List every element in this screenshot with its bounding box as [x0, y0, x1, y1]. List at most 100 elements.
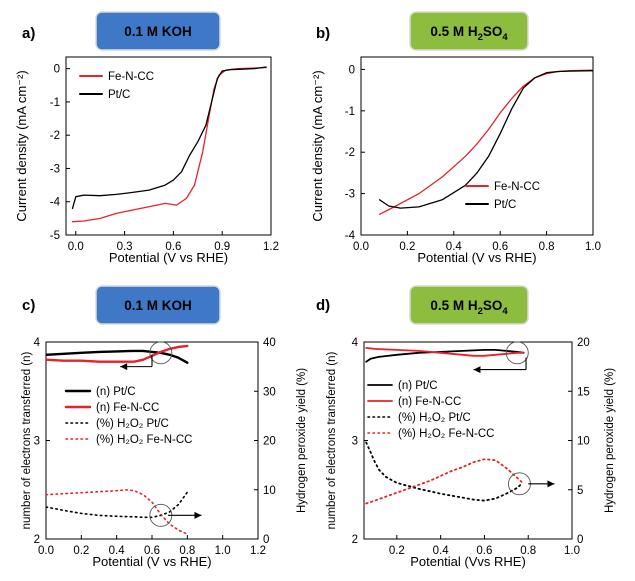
series-group	[378, 69, 593, 215]
badge-text-part: 0.5 M H	[430, 24, 477, 39]
y-tick-label-right: 10	[577, 436, 590, 448]
y-tick-label-right: 20	[577, 337, 590, 349]
legend-label: Pt/C	[108, 89, 130, 101]
condition-badge-label: 0.5 M H2SO4	[430, 298, 508, 317]
x-axis-title: Potential (V vs RHE)	[109, 250, 228, 265]
y-tick-label: 0	[349, 64, 355, 76]
x-tick-label: 0.4	[109, 545, 126, 557]
badge-text-part: 0.1 M KOH	[124, 298, 192, 313]
series-h-o-fe-n-cc	[365, 458, 523, 505]
x-tick-label: 0.2	[389, 545, 405, 557]
y-tick-label: 0	[54, 64, 60, 76]
x-tick-label: 0.9	[214, 241, 230, 253]
y-tick-label-right: 15	[577, 386, 590, 398]
annotation-circle	[505, 341, 529, 365]
x-tick-label: 1.0	[215, 545, 231, 557]
badge-text-part: SO	[483, 298, 503, 313]
panel-letter: c)	[22, 297, 35, 314]
y-tick-label: 3	[352, 436, 358, 448]
x-axis-title: Potential (Vvs RHE)	[410, 554, 526, 569]
x-tick-label: 0.8	[520, 545, 536, 557]
badge-text-part: 0.1 M KOH	[124, 24, 192, 39]
x-tick-label: 1.2	[263, 241, 279, 253]
y-tick-label: -3	[50, 163, 60, 175]
series-group	[71, 66, 267, 223]
badge-subscript: 2	[478, 306, 483, 317]
legend-label: (n) Pt/C	[96, 386, 136, 398]
x-tick-label: 1.2	[250, 545, 266, 557]
y-tick-label: 2	[352, 534, 358, 546]
x-tick-label: 0.6	[144, 545, 160, 557]
annotation-circle	[508, 472, 531, 496]
y-axis-title: number of electrons transferred (n)	[326, 351, 338, 529]
plot-frame	[360, 56, 594, 236]
annotation-arrowhead	[547, 480, 555, 488]
x-tick-label: 1.0	[585, 241, 601, 253]
x-tick-label: 1.0	[564, 545, 580, 557]
y-tick-label: -2	[50, 130, 60, 142]
x-tick-label: 0.6	[476, 545, 492, 557]
x-tick-label: 0.0	[353, 241, 369, 253]
legend-label: (%) H₂O₂ Pt/C	[398, 412, 471, 424]
legend-label: (%) H₂O₂ Fe-N-CC	[96, 434, 192, 446]
y-axis-title: Current density (mA cm⁻²)	[310, 70, 325, 221]
legend-label: Fe-N-CC	[108, 71, 154, 83]
condition-badge	[95, 285, 221, 325]
legend-label: (%) H₂O₂ Pt/C	[96, 418, 169, 430]
series-n-pt-c	[365, 348, 525, 363]
series-n-fe-n-cc	[365, 346, 525, 357]
y-tick-label: -2	[345, 147, 355, 159]
x-tick-label: 0.3	[117, 241, 133, 253]
y-tick-label-right: 20	[263, 436, 276, 448]
annotation-circle	[149, 341, 173, 365]
series-pt-c	[378, 70, 593, 209]
y-tick-label: -4	[50, 197, 61, 209]
x-tick-label: 0.0	[68, 241, 84, 253]
y-tick-label-right: 10	[263, 485, 276, 497]
x-axis-title: Potential (V vs RHE)	[92, 554, 211, 569]
condition-badge	[409, 11, 529, 51]
condition-badge-label: 0.1 M KOH	[124, 298, 192, 313]
badge-text-part: 0.5 M H	[430, 298, 477, 313]
y-tick-label: 3	[34, 436, 40, 448]
legend-label: Pt/C	[494, 199, 516, 211]
y-tick-label-right: 5	[577, 485, 583, 497]
panel-letter: d)	[316, 297, 330, 314]
plot-frame	[363, 341, 573, 540]
badge-text-part: SO	[483, 24, 503, 39]
legend-label: (n) Fe-N-CC	[398, 396, 461, 408]
badge-subscript: 4	[502, 306, 508, 317]
y-axis-title-right: Hydrogen peroxide yield (%)	[296, 368, 308, 513]
plot-frame	[65, 56, 272, 236]
y-tick-label-right: 30	[263, 386, 276, 398]
x-tick-label: 0.2	[73, 545, 89, 557]
y-tick-label-right: 0	[577, 534, 583, 546]
series-fe-n-cc	[378, 69, 593, 215]
series-fe-n-cc	[71, 66, 267, 223]
y-tick-label: -5	[50, 230, 60, 242]
legend-label: (%) H₂O₂ Fe-N-CC	[398, 428, 494, 440]
annotation-arrowhead	[120, 363, 128, 371]
series-h-o-fe-n-cc	[46, 488, 189, 535]
annotation-arrowhead	[194, 511, 202, 519]
badge-subscript: 2	[478, 32, 483, 43]
x-tick-label: 0.6	[165, 241, 181, 253]
annotation-arrowhead	[473, 366, 481, 374]
x-tick-label: 0.4	[446, 241, 463, 253]
y-axis-title: number of electrons transferred (n)	[21, 351, 33, 529]
y-tick-label: -1	[345, 106, 355, 118]
series-group	[365, 346, 525, 505]
x-tick-label: 0.8	[179, 545, 195, 557]
condition-badge	[409, 285, 529, 325]
y-tick-label: 2	[34, 534, 40, 546]
legend: (n) Pt/C (n) Fe-N-CC (%) H₂O₂ Pt/C (%) H₂O₂…	[64, 386, 192, 446]
y-tick-label: -1	[50, 97, 60, 109]
condition-badge	[95, 11, 221, 51]
badge-subscript: 4	[502, 32, 508, 43]
x-tick-label: 0.6	[492, 241, 508, 253]
panel-letter: b)	[316, 25, 330, 42]
x-axis-title: Potential (V vs RHE)	[417, 250, 536, 265]
